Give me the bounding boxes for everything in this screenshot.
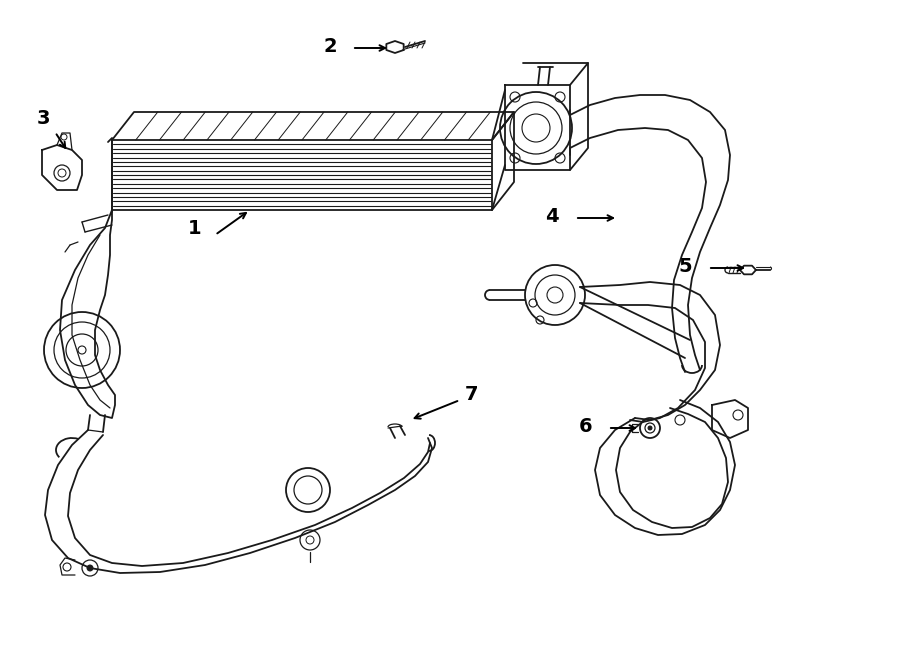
Text: 3: 3 — [36, 108, 50, 128]
Text: 2: 2 — [323, 36, 337, 56]
Text: 4: 4 — [545, 206, 559, 225]
Text: 6: 6 — [580, 416, 593, 436]
Text: 5: 5 — [679, 256, 692, 276]
Circle shape — [648, 426, 652, 430]
Text: 7: 7 — [465, 385, 479, 405]
Circle shape — [87, 565, 93, 571]
Text: 1: 1 — [188, 219, 202, 237]
